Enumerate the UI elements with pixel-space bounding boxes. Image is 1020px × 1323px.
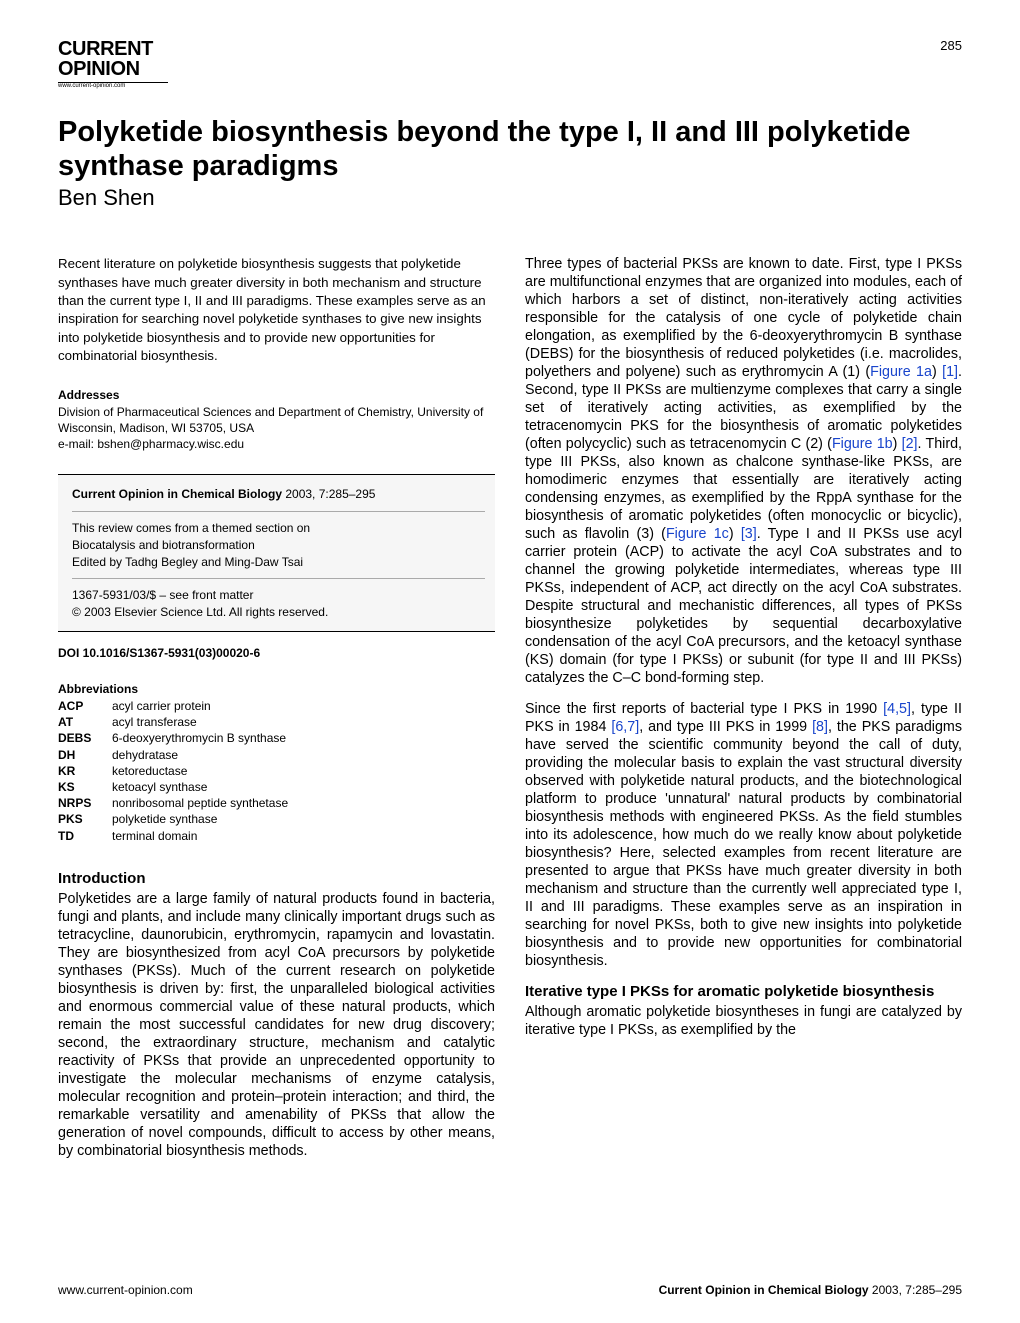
citation-ref[interactable]: [6,7] bbox=[611, 719, 639, 735]
journal-cite: 2003, 7:285–295 bbox=[282, 487, 375, 501]
page-footer: www.current-opinion.com Current Opinion … bbox=[58, 1283, 962, 1297]
logo-line1: CURRENT bbox=[58, 38, 962, 61]
figure-ref[interactable]: Figure 1b bbox=[832, 436, 893, 452]
citation-info-box: Current Opinion in Chemical Biology 2003… bbox=[58, 474, 495, 632]
abbrev-key: KS bbox=[58, 779, 112, 795]
abbrev-row: ATacyl transferase bbox=[58, 714, 495, 730]
right-column: Three types of bacterial PKSs are known … bbox=[525, 255, 962, 1172]
citation-ref[interactable]: [8] bbox=[812, 719, 828, 735]
citation-ref[interactable]: [2] bbox=[902, 436, 918, 452]
addresses-header: Addresses bbox=[58, 388, 495, 402]
abbrev-key: ACP bbox=[58, 698, 112, 714]
abbrev-key: PKS bbox=[58, 811, 112, 827]
article-title: Polyketide biosynthesis beyond the type … bbox=[58, 115, 962, 183]
divider bbox=[72, 578, 485, 579]
body-paragraph-1: Three types of bacterial PKSs are known … bbox=[525, 255, 962, 687]
left-column: Recent literature on polyketide biosynth… bbox=[58, 255, 495, 1172]
figure-ref[interactable]: Figure 1c bbox=[666, 526, 729, 542]
text-run: ) bbox=[893, 436, 902, 452]
text-run: ) bbox=[729, 526, 741, 542]
abbrev-val: dehydratase bbox=[112, 747, 495, 763]
abbreviations-header: Abbreviations bbox=[58, 682, 495, 696]
footer-citation: Current Opinion in Chemical Biology 2003… bbox=[659, 1283, 962, 1297]
footer-url: www.current-opinion.com bbox=[58, 1283, 193, 1297]
abbrev-val: polyketide synthase bbox=[112, 811, 495, 827]
abbrev-key: KR bbox=[58, 763, 112, 779]
text-run: Three types of bacterial PKSs are known … bbox=[525, 256, 962, 380]
abbrev-row: DEBS6-deoxyerythromycin B synthase bbox=[58, 730, 495, 746]
abbrev-key: DEBS bbox=[58, 730, 112, 746]
figure-ref[interactable]: Figure 1a bbox=[870, 364, 932, 380]
front-matter-note: 1367-5931/03/$ – see front matter © 2003… bbox=[72, 587, 485, 621]
abbrev-row: NRPSnonribosomal peptide synthetase bbox=[58, 795, 495, 811]
abstract-text: Recent literature on polyketide biosynth… bbox=[58, 255, 495, 365]
journal-logo: CURRENT OPINION www.current-opinion.com bbox=[58, 38, 962, 89]
abbrev-row: PKSpolyketide synthase bbox=[58, 811, 495, 827]
abbrev-val: nonribosomal peptide synthetase bbox=[112, 795, 495, 811]
abbrev-val: 6-deoxyerythromycin B synthase bbox=[112, 730, 495, 746]
citation-ref[interactable]: [3] bbox=[741, 526, 757, 542]
iterative-section-header: Iterative type I PKSs for aromatic polyk… bbox=[525, 983, 962, 1000]
abbrev-row: KSketoacyl synthase bbox=[58, 779, 495, 795]
abbrev-row: ACPacyl carrier protein bbox=[58, 698, 495, 714]
body-paragraph-2: Since the first reports of bacterial typ… bbox=[525, 700, 962, 970]
abbrev-key: AT bbox=[58, 714, 112, 730]
abbrev-key: TD bbox=[58, 828, 112, 844]
page-number: 285 bbox=[940, 38, 962, 53]
text-run: ) bbox=[932, 364, 942, 380]
iterative-paragraph: Although aromatic polyketide biosynthese… bbox=[525, 1003, 962, 1039]
logo-url: www.current-opinion.com bbox=[58, 83, 962, 89]
abbrev-val: terminal domain bbox=[112, 828, 495, 844]
divider bbox=[72, 511, 485, 512]
introduction-header: Introduction bbox=[58, 870, 495, 887]
abbrev-val: acyl carrier protein bbox=[112, 698, 495, 714]
abbrev-val: ketoreductase bbox=[112, 763, 495, 779]
abbrev-row: DHdehydratase bbox=[58, 747, 495, 763]
two-column-layout: Recent literature on polyketide biosynth… bbox=[58, 255, 962, 1172]
addresses-body: Division of Pharmaceutical Sciences and … bbox=[58, 404, 495, 453]
author-name: Ben Shen bbox=[58, 185, 962, 211]
text-run: , the PKS paradigms have served the scie… bbox=[525, 719, 962, 969]
footer-journal: Current Opinion in Chemical Biology bbox=[659, 1283, 869, 1297]
abbrev-row: KRketoreductase bbox=[58, 763, 495, 779]
abbrev-val: acyl transferase bbox=[112, 714, 495, 730]
journal-name: Current Opinion in Chemical Biology bbox=[72, 487, 282, 501]
introduction-paragraph: Polyketides are a large family of natura… bbox=[58, 890, 495, 1160]
themed-section-note: This review comes from a themed section … bbox=[72, 520, 485, 570]
abbreviations-block: Abbreviations ACPacyl carrier protein AT… bbox=[58, 682, 495, 844]
abbrev-val: ketoacyl synthase bbox=[112, 779, 495, 795]
citation-ref[interactable]: [4,5] bbox=[883, 701, 911, 717]
doi-text: DOI 10.1016/S1367-5931(03)00020-6 bbox=[58, 646, 495, 660]
logo-line2: OPINION bbox=[58, 58, 168, 83]
citation-ref[interactable]: [1] bbox=[942, 364, 958, 380]
abbrev-key: DH bbox=[58, 747, 112, 763]
text-run: Since the first reports of bacterial typ… bbox=[525, 701, 883, 717]
text-run: , and type III PKS in 1999 bbox=[639, 719, 812, 735]
abbrev-row: TDterminal domain bbox=[58, 828, 495, 844]
footer-issue: 2003, 7:285–295 bbox=[869, 1283, 962, 1297]
text-run: . Type I and II PKSs use acyl carrier pr… bbox=[525, 526, 962, 686]
abbrev-key: NRPS bbox=[58, 795, 112, 811]
